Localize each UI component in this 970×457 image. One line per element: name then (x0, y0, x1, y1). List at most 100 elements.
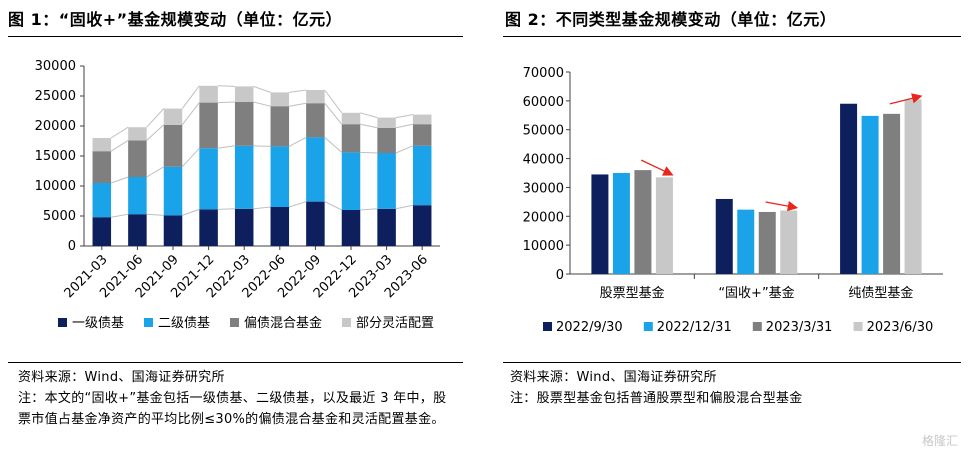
bar-segment (199, 209, 218, 246)
figure-2-title-rule (503, 36, 961, 37)
legend-label: 2023/6/30 (867, 320, 934, 335)
series-connector-line (253, 206, 271, 210)
bar-segment (412, 205, 432, 246)
series-connector-line (253, 145, 271, 147)
figure-1-title: 图 1：“固收+”基金规模变动（单位：亿元） (8, 10, 343, 29)
series-connector-line (360, 112, 378, 119)
bar-segment (199, 102, 218, 149)
figure-2-source: 资料来源：Wind、国海证券研究所 (510, 370, 717, 385)
bar-segment (234, 102, 254, 146)
y-tick-label: 0 (556, 268, 564, 283)
bar-segment (163, 215, 183, 246)
bar (715, 198, 733, 274)
y-tick-label: 20000 (35, 119, 76, 134)
legend-label: 一级债基 (72, 316, 124, 331)
series-connector-line (110, 126, 129, 139)
bar (591, 174, 609, 274)
series-connector-line (110, 176, 129, 184)
bar-segment (270, 207, 290, 246)
series-connector-line (360, 123, 378, 129)
series-connector-line (288, 136, 307, 147)
bar (634, 170, 652, 274)
bar-segment (199, 85, 218, 103)
bar-segment (163, 108, 183, 125)
series-connector-line (110, 139, 129, 152)
legend-label: 2022/9/30 (556, 320, 623, 335)
series-connector-line (324, 201, 342, 211)
series-connector-line (324, 89, 343, 114)
bar-segment (92, 217, 112, 246)
bar (758, 211, 776, 274)
grouped-bar-chart-fund-types: 0 10000 20000 30000 40000 50000 60000 70000 股票型基… (523, 66, 943, 335)
y-tick-label: 10000 (35, 179, 76, 194)
bar-segment (341, 210, 361, 246)
bar-segment (128, 214, 147, 246)
bar-segment (92, 138, 112, 152)
figure-1-footer-rule (8, 362, 463, 363)
bar (612, 173, 630, 274)
series-connector-line (181, 102, 200, 126)
y-tick-label: 10000 (523, 239, 564, 254)
legend-swatch (752, 322, 762, 331)
y-tick-label: 20000 (523, 210, 564, 225)
bar-segment (234, 86, 254, 102)
figure-1-title-rule (8, 36, 463, 37)
legend-swatch (342, 318, 351, 327)
legend-swatch (58, 318, 67, 327)
series-connector-line (395, 204, 414, 210)
legend-swatch (643, 322, 653, 331)
x-tick-label: 股票型基金 (600, 285, 665, 301)
series-connector-line (182, 208, 200, 216)
bar (904, 99, 922, 274)
legend-label: 2023/3/31 (766, 320, 833, 335)
bar-segment (377, 153, 396, 209)
bar (780, 210, 798, 274)
series-connector-line (146, 124, 165, 141)
bar-segment (92, 183, 112, 218)
bar (883, 113, 901, 274)
series-connector-line (395, 145, 414, 154)
figure-2-title: 图 2：不同类型基金规模变动（单位：亿元） (505, 10, 837, 29)
trend-arrow (640, 159, 674, 176)
y-tick-label: 40000 (523, 153, 564, 168)
bar-segment (128, 127, 147, 141)
trend-arrow (889, 93, 923, 105)
y-tick-label: 0 (68, 239, 76, 254)
series-connector-line (217, 145, 236, 149)
x-tick-label: 纯债型基金 (848, 285, 913, 301)
legend-swatch (543, 322, 552, 331)
series-connector-line (395, 114, 414, 119)
series-connector-line (110, 213, 129, 218)
series-connector-line (181, 85, 200, 109)
bar-segment (163, 166, 183, 216)
bar (655, 177, 673, 274)
figure-2-note: 注：股票型基金包括普通股票型和偏股混合型基金 (510, 391, 803, 406)
series-connector-line (217, 101, 235, 104)
legend-label: 部分灵活配置 (356, 316, 434, 331)
bar-segment (377, 127, 396, 153)
bar-segment (306, 137, 325, 202)
series-connector-line (146, 108, 165, 128)
series-connector-line (360, 208, 378, 211)
bar-segment (234, 208, 254, 246)
bar-segment (128, 140, 147, 177)
y-tick-label: 30000 (35, 59, 76, 74)
trend-arrow (765, 200, 799, 212)
series-connector-line (395, 123, 414, 129)
legend-swatch (144, 318, 153, 327)
bar (861, 115, 879, 274)
legend-label: 二级债基 (158, 316, 210, 331)
bar-segment (341, 112, 361, 125)
bar-segment (412, 124, 432, 146)
bar-segment (270, 146, 290, 207)
bar-segment (306, 90, 325, 104)
x-tick-label: “固收+”基金 (718, 285, 794, 301)
legend-label: 2022/12/31 (657, 320, 732, 335)
bar-segment (270, 106, 290, 147)
bar-segment (128, 177, 147, 215)
watermark-logo: 格隆汇 (921, 434, 958, 448)
legend-swatch (853, 322, 863, 331)
y-tick-label: 50000 (523, 124, 564, 139)
bar-segment (270, 92, 290, 107)
stacked-bar-chart-fund-scale: 0500010000150002000025000300002021-03202… (35, 59, 440, 331)
